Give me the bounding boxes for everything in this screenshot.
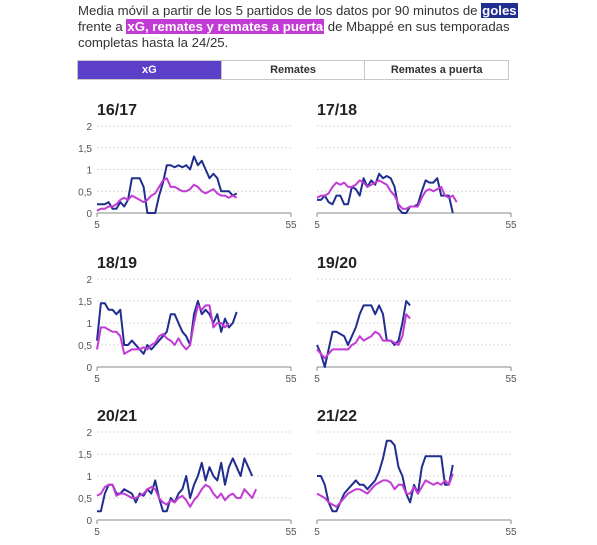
tab-xg[interactable]: xG [78,61,222,79]
y-tick-label: 0 [86,209,92,220]
x-tick-label: 55 [285,220,297,231]
series-line-xg [96,483,258,508]
y-tick-label: 1 [86,319,92,330]
metric-legend-highlight: xG, remates y remates a puerta [126,19,325,34]
y-tick-label: 2 [86,122,92,133]
series-line-xg [96,304,230,355]
series-line-xg [316,473,454,508]
tab-remates-a-puerta[interactable]: Remates a puerta [365,61,509,79]
x-tick-label: 5 [94,374,100,385]
y-tick-label: 0,5 [78,341,92,352]
season-title: 20/21 [97,408,137,425]
y-tick-label: 1,5 [78,450,92,461]
x-tick-label: 55 [505,220,517,231]
y-tick-label: 1,5 [78,144,92,155]
y-tick-label: 2 [86,428,92,439]
series-line-xg [96,177,238,212]
season-title: 16/17 [97,102,137,119]
x-tick-label: 5 [314,374,320,385]
x-tick-label: 5 [314,220,320,231]
y-tick-label: 2 [86,275,92,286]
chart-description: Media móvil a partir de los 5 partidos d… [78,3,518,51]
series-line-goles [317,172,454,214]
description-text-3: de Mbappé en sus temporadas completas ha… [78,19,510,50]
description-text-1: Media móvil a partir de los 5 partidos d… [78,3,482,18]
y-tick-label: 1,5 [78,297,92,308]
x-tick-label: 5 [314,527,320,538]
x-tick-label: 55 [285,527,297,538]
series-line-xg [316,179,458,210]
metric-tabs: xG Remates Remates a puerta [77,60,509,80]
y-tick-label: 0 [86,516,92,527]
description-text-2: frente a [78,19,127,34]
tab-remates[interactable]: Remates [221,61,366,79]
series-line-xg [316,313,411,360]
y-tick-label: 1 [86,472,92,483]
season-title: 17/18 [317,102,357,119]
y-tick-label: 1 [86,166,92,177]
goles-legend-highlight: goles [481,3,518,18]
x-tick-label: 5 [94,220,100,231]
x-tick-label: 5 [94,527,100,538]
y-tick-label: 0,5 [78,494,92,505]
season-title: 19/20 [317,255,357,272]
series-line-goles [96,300,238,355]
series-line-goles [97,155,238,214]
x-tick-label: 55 [505,374,517,385]
y-tick-label: 0,5 [78,187,92,198]
series-line-goles [316,300,411,368]
x-tick-label: 55 [505,527,517,538]
season-title: 18/19 [97,255,137,272]
season-title: 21/22 [317,408,357,425]
y-tick-label: 0 [86,363,92,374]
x-tick-label: 55 [285,374,297,385]
